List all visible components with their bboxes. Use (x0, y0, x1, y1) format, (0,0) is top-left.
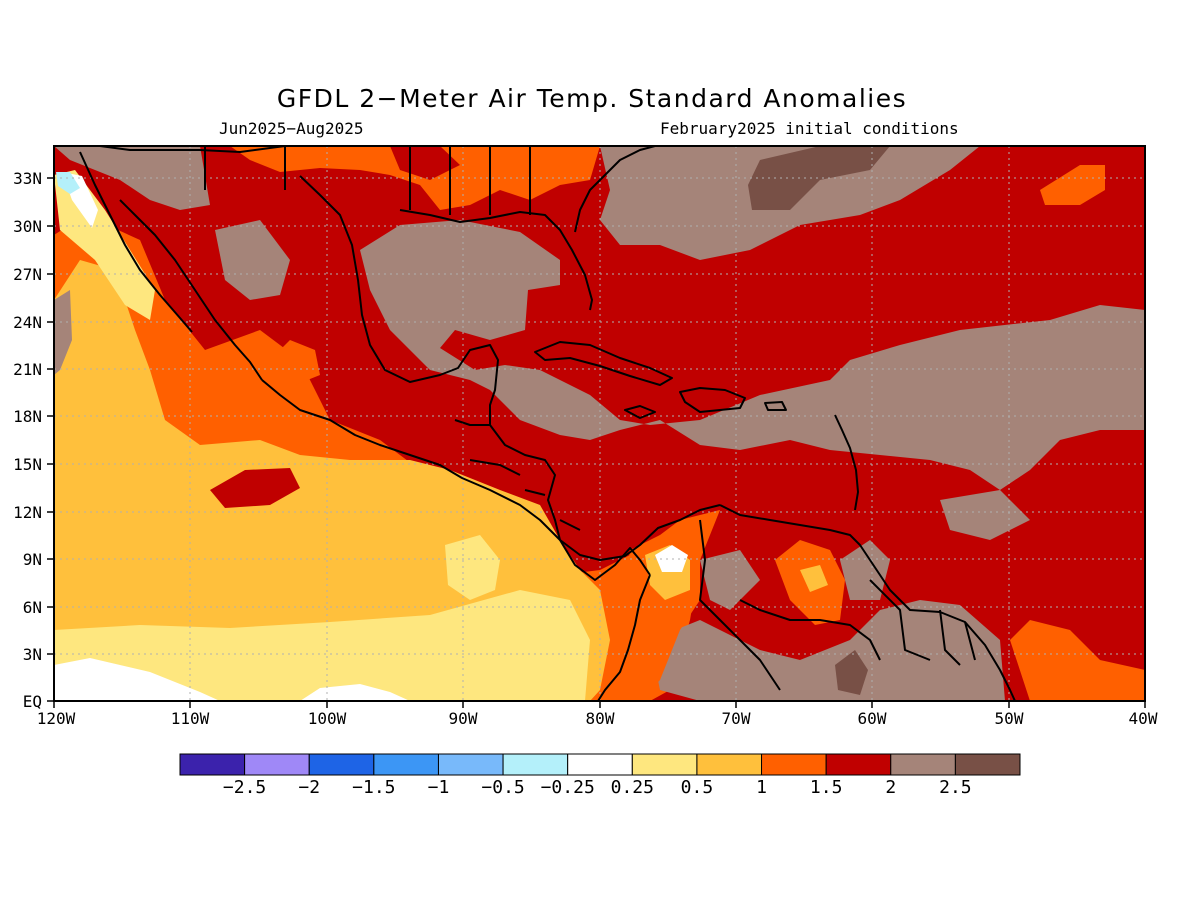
lon-labels: 120W 110W 100W 90W 80W 70W 60W 50W 40W (37, 709, 1158, 728)
field-sa-orange-core (800, 565, 828, 592)
lat-label: 3N (23, 645, 42, 664)
border-central-america (454, 419, 581, 531)
colorbar-swatch (179, 753, 246, 776)
border-us-mexico (99, 146, 286, 153)
field-pacific-1to1.5c (98, 395, 128, 422)
coast-gulf-california (119, 199, 263, 381)
lon-label: 90W (449, 709, 478, 728)
colorbar-swatch (954, 753, 1021, 776)
field-mex2-2.5plus (215, 220, 290, 300)
coast-lesser-antilles (834, 414, 859, 511)
colorbar-tick-label: −2.5 (223, 777, 266, 798)
lon-label: 40W (1129, 709, 1158, 728)
coast-puerto-rico (764, 401, 787, 411)
field-atl-far-2.5plus (940, 490, 1030, 540)
coast-colombia-pacific (597, 574, 651, 701)
lat-label: 6N (23, 598, 42, 617)
forecast-period: Jun2025−Aug2025 (219, 119, 364, 138)
colorbar-tick-label: 2 (885, 777, 896, 798)
lat-labels: 33N 30N 27N 24N 21N 18N 15N 12N 9N 6N 3N… (13, 169, 42, 711)
lat-label: 27N (13, 265, 42, 284)
colorbar-swatch (631, 753, 698, 776)
colorbar-swatch (890, 753, 956, 776)
lon-label: 120W (37, 709, 76, 728)
field-us-red2 (230, 175, 280, 200)
lat-label: 12N (13, 503, 42, 522)
lon-label: 50W (995, 709, 1024, 728)
lon-label: 110W (171, 709, 210, 728)
colorbar-tick-label: 2.5 (939, 777, 972, 798)
colorbar-tick-label: −1 (428, 777, 450, 798)
lat-label: 33N (13, 169, 42, 188)
colorbar-swatch (437, 753, 504, 776)
lat-label: 18N (13, 407, 42, 426)
initial-conditions: February2025 initial conditions (660, 119, 959, 138)
lat-label: EQ (23, 692, 42, 711)
coast-mexico-pacific (261, 379, 651, 581)
lon-label: 60W (858, 709, 887, 728)
field-us-red (390, 146, 460, 180)
field-pac-west-2.5plus (54, 290, 72, 375)
field-pacific-hotspot (210, 468, 300, 508)
field-sa-max (835, 650, 868, 695)
lon-label: 70W (722, 709, 751, 728)
lon-label: 80W (586, 709, 615, 728)
colorbar-tick-label: 0.5 (681, 777, 714, 798)
border-us-states (204, 146, 531, 215)
field-atl-orange-ne (1040, 165, 1105, 205)
field-pacific-0.25to0.5-s (300, 684, 410, 701)
field-pacific-0.25to0.5-sw (54, 658, 220, 701)
field-venez-2.5plus (840, 540, 890, 600)
colorbar-swatch (244, 753, 310, 776)
lon-label: 100W (308, 709, 347, 728)
field-atlantic-max (748, 146, 890, 210)
colorbar-legend: −2.5 −2 −1.5 −1 −0.5 −0.25 0.25 0.5 1 1.5 2 2.5 (179, 753, 1021, 798)
coast-central-america-caribbean (489, 424, 721, 561)
colorbar-tick-label: −0.25 (541, 777, 595, 798)
lat-label: 30N (13, 217, 42, 236)
field-pacific-0.5to1b (445, 535, 500, 600)
colorbar-swatch (825, 753, 892, 776)
colorbar-tick-label: 1.5 (810, 777, 843, 798)
colorbar-tick-label: −1.5 (352, 777, 395, 798)
map-title: GFDL 2−Meter Air Temp. Standard Anomalie… (276, 84, 908, 113)
colorbar-tick-label: 0.25 (611, 777, 654, 798)
field-pacific-0.5to1 (54, 590, 590, 701)
field-gulf-2.5plus (360, 220, 1145, 490)
colorbar-tick-label: −2 (298, 777, 320, 798)
colorbar-swatch (308, 753, 375, 776)
field-colombia-white (655, 545, 688, 572)
anomaly-field (54, 146, 1145, 701)
axis-ticks (47, 177, 1146, 708)
coast-baja-west (79, 151, 193, 333)
lat-label: 24N (13, 313, 42, 332)
coast-gulf-mexico (299, 175, 499, 425)
coast-cuba (534, 341, 673, 386)
colorbar-tick-label: −0.5 (481, 777, 524, 798)
coast-us-atlantic (574, 146, 656, 233)
coast-us-gulf (399, 209, 593, 311)
field-mex-1.5 (270, 340, 320, 385)
lat-label: 9N (23, 550, 42, 569)
field-atl-orange-se (1010, 620, 1145, 701)
colorbar-swatch (696, 753, 763, 776)
colorbar-swatch (761, 753, 827, 776)
coast-jamaica (624, 405, 656, 419)
field-sa2-2.5plus (650, 600, 1005, 701)
coast-hispaniola (679, 387, 746, 413)
colorbar-swatch (567, 753, 633, 776)
coast-south-america-north (719, 504, 1016, 701)
colorbar-swatch (502, 753, 569, 776)
colorbar-swatch (373, 753, 439, 776)
lat-label: 15N (13, 455, 42, 474)
border-south-america (699, 519, 976, 691)
colorbar-tick-label: 1 (756, 777, 767, 798)
field-sa-2.5plus (700, 550, 760, 610)
lat-label: 21N (13, 360, 42, 379)
coastlines (79, 146, 1016, 701)
